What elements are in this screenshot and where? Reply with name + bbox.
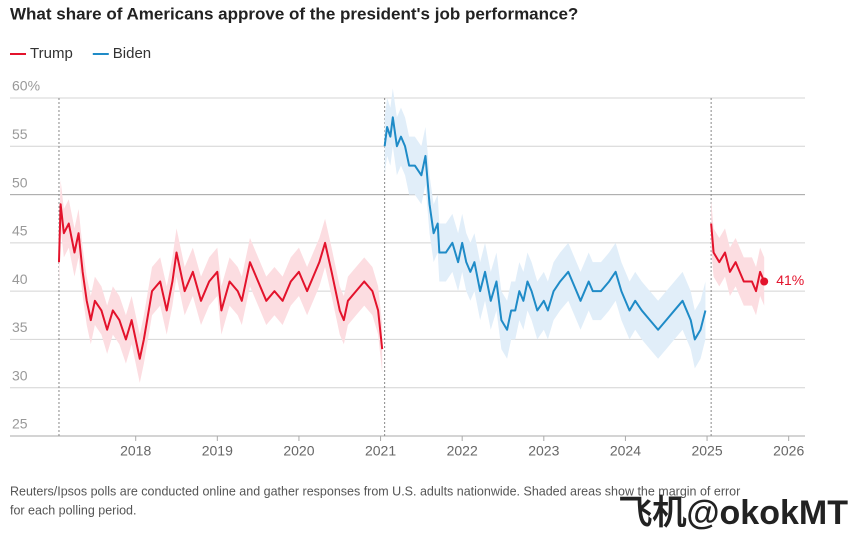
note: Reuters/Ipsos polls are conducted online… bbox=[10, 484, 740, 498]
x-tick-label: 2018 bbox=[120, 443, 151, 459]
legend-label: Biden bbox=[113, 45, 151, 62]
x-tick-label: 2022 bbox=[447, 443, 478, 459]
y-tick-label: 25 bbox=[12, 416, 28, 432]
y-tick-label: 30 bbox=[12, 367, 28, 383]
x-tick-label: 2019 bbox=[202, 443, 233, 459]
x-tick-label: 2021 bbox=[365, 443, 396, 459]
end-label: 41% bbox=[776, 272, 804, 288]
y-tick-label: 35 bbox=[12, 319, 28, 335]
y-tick-label: 55 bbox=[12, 126, 28, 142]
x-tick-label: 2024 bbox=[610, 443, 641, 459]
x-tick-label: 2025 bbox=[691, 443, 722, 459]
legend-label: Trump bbox=[30, 45, 73, 62]
chart-title: What share of Americans approve of the p… bbox=[10, 4, 578, 23]
series-line bbox=[57, 203, 766, 360]
error-band bbox=[58, 180, 765, 383]
y-tick-label: 45 bbox=[12, 223, 28, 239]
y-tick-label: 40 bbox=[12, 271, 28, 287]
note: for each polling period. bbox=[10, 503, 136, 517]
x-tick-label: 2023 bbox=[528, 443, 559, 459]
end-point bbox=[760, 277, 769, 286]
x-tick-label: 2020 bbox=[283, 443, 314, 459]
series-line bbox=[383, 116, 707, 341]
watermark: 飞机@okokMT bbox=[618, 494, 848, 532]
y-tick-label: 50 bbox=[12, 174, 28, 190]
x-tick-label: 2026 bbox=[773, 443, 804, 459]
y-tick-label: 60% bbox=[12, 78, 40, 94]
